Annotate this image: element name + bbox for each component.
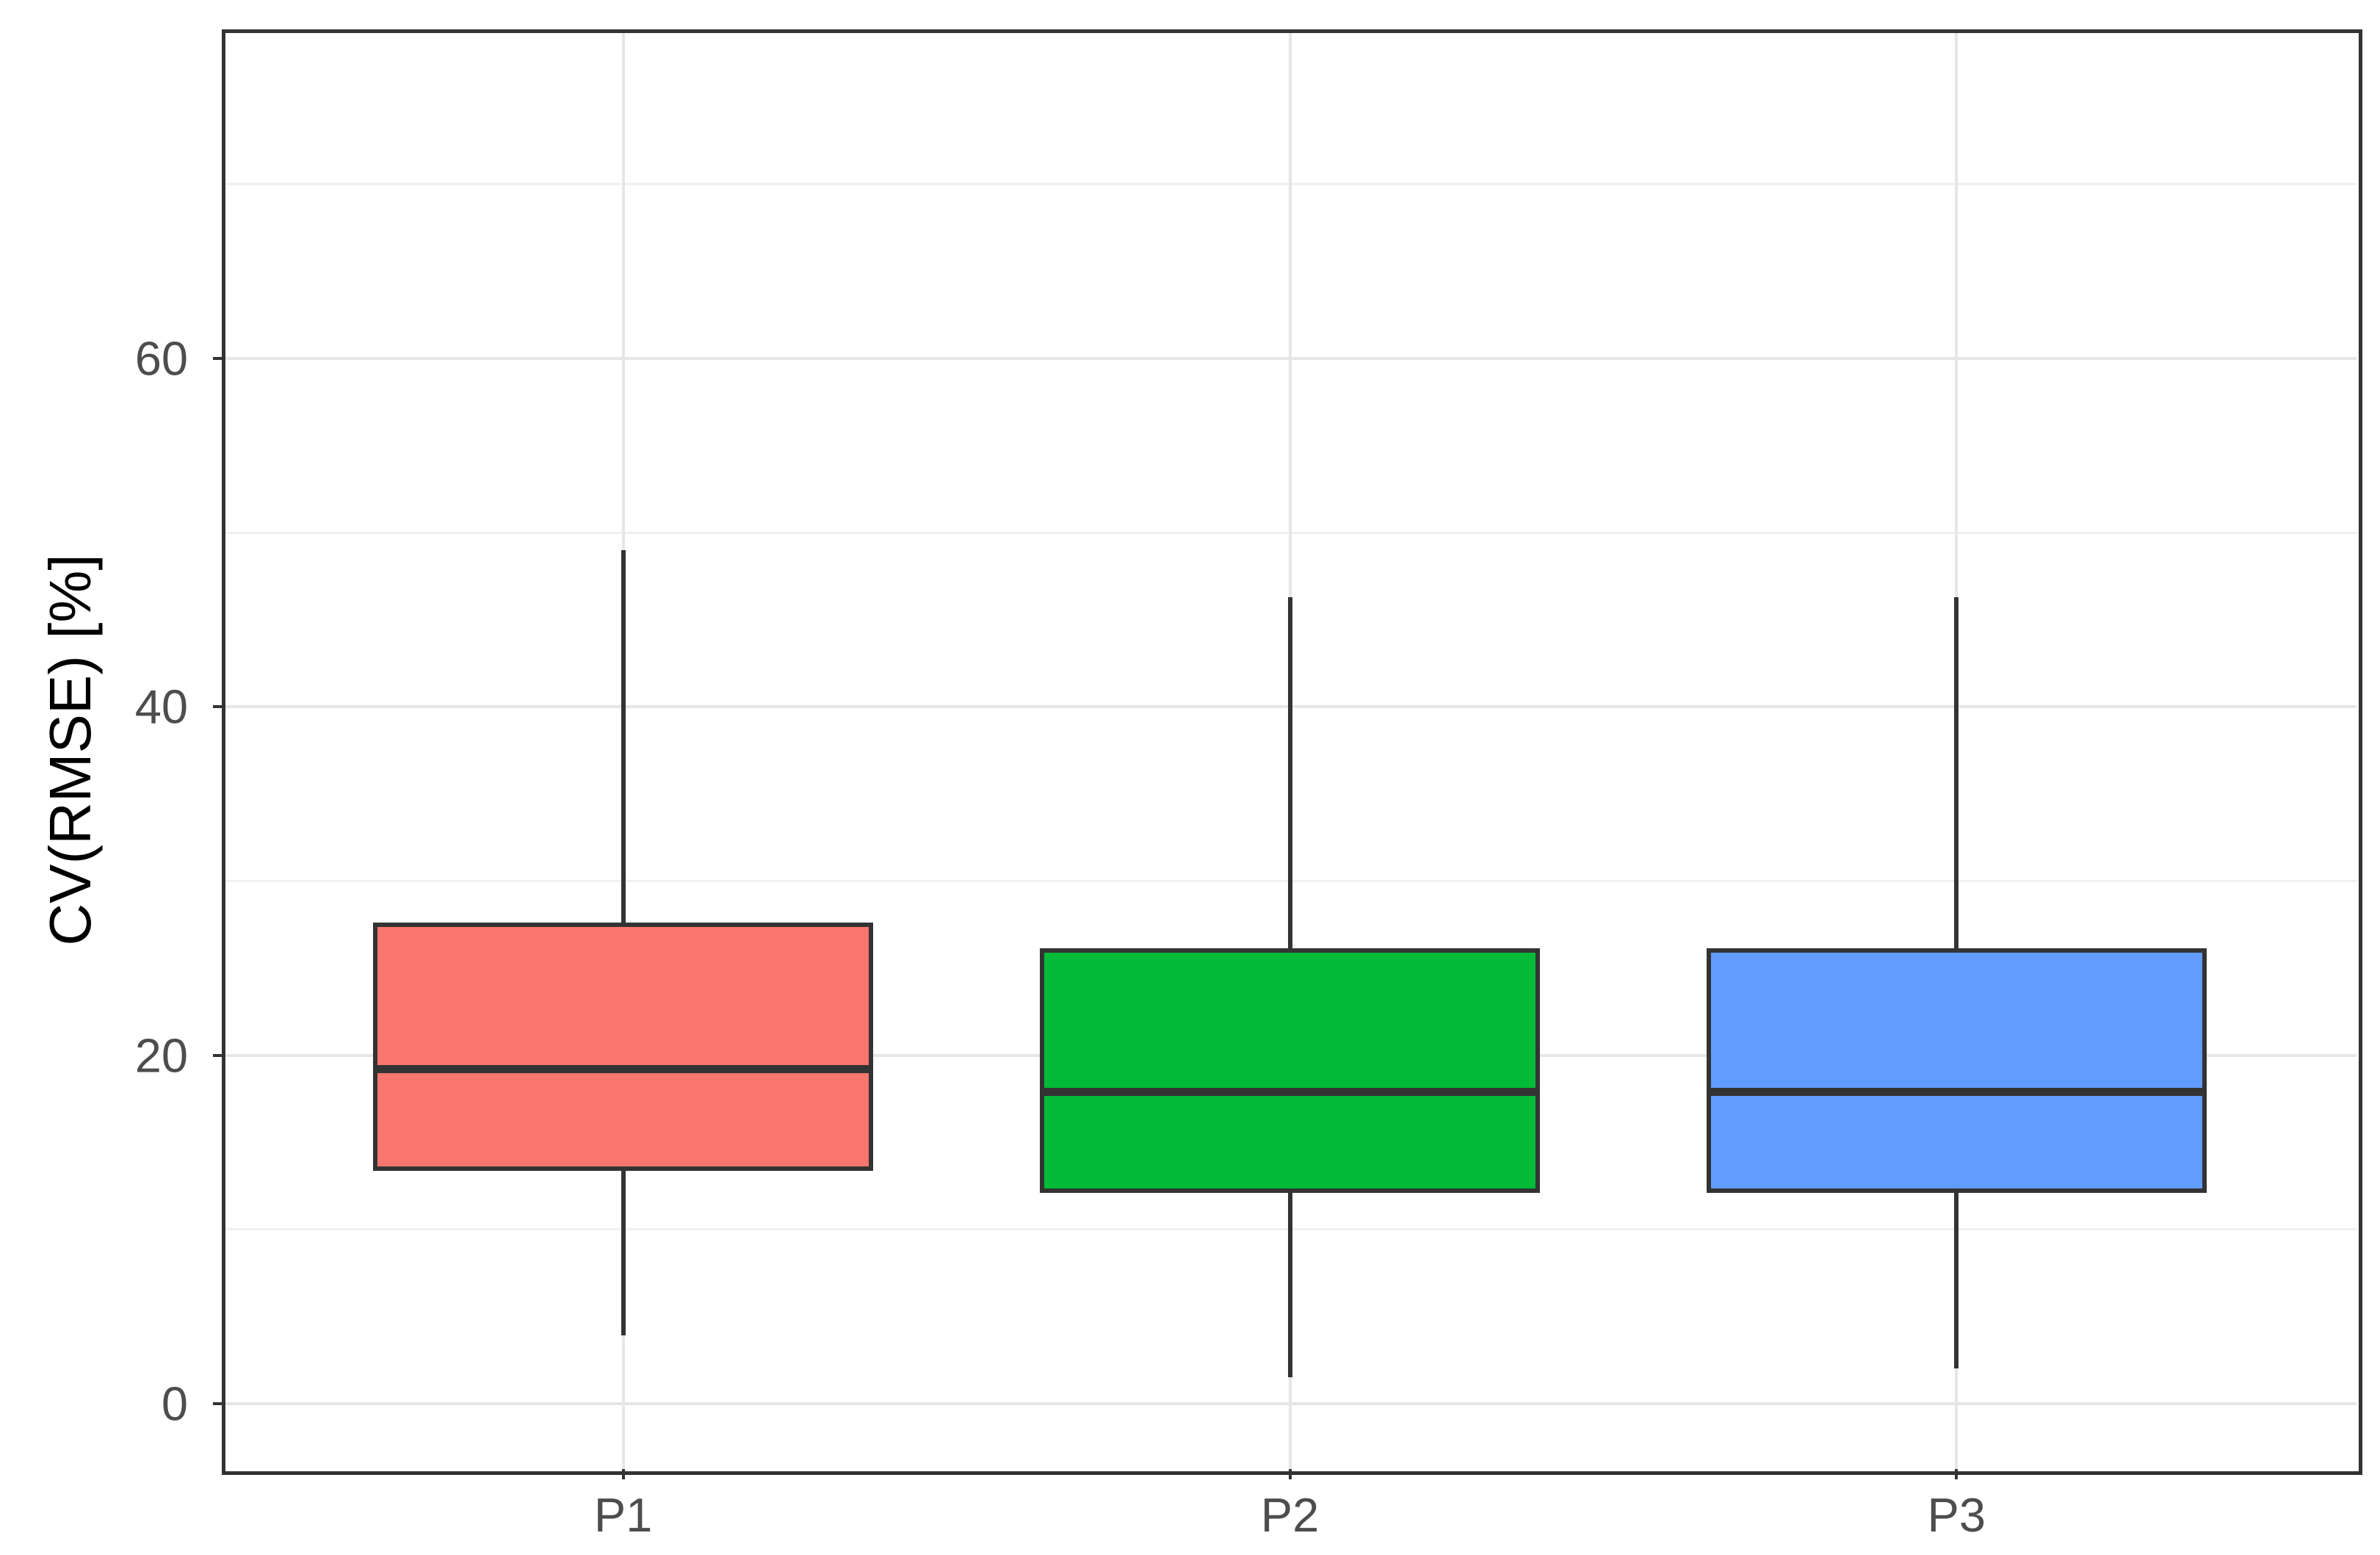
- y-tick-label: 0: [161, 1377, 188, 1431]
- y-axis-title-text: CV(RMSE) [%]: [37, 554, 103, 946]
- y-tick-label: 60: [134, 331, 188, 386]
- median-line: [373, 1064, 874, 1073]
- upper-whisker: [1954, 596, 1959, 951]
- x-tick-label: P3: [1927, 1488, 1986, 1542]
- y-tick-label: 40: [134, 679, 188, 734]
- x-tick-mark: [621, 1469, 625, 1479]
- iqr-box: [1706, 948, 2207, 1194]
- y-tick-mark: [213, 1401, 223, 1405]
- lower-whisker: [1954, 1191, 1959, 1369]
- x-tick-mark: [1288, 1469, 1292, 1479]
- x-tick-mark: [1955, 1469, 1958, 1479]
- median-line: [1706, 1087, 2207, 1096]
- upper-whisker: [1287, 596, 1292, 951]
- y-axis-title: CV(RMSE) [%]: [37, 554, 103, 945]
- y-tick-mark: [213, 1053, 223, 1057]
- y-tick-mark: [213, 705, 223, 709]
- lower-whisker: [1287, 1191, 1292, 1378]
- median-line: [1040, 1087, 1540, 1096]
- iqr-box: [373, 922, 874, 1171]
- y-tick-mark: [213, 356, 223, 360]
- lower-whisker: [621, 1168, 626, 1336]
- iqr-box: [1040, 948, 1540, 1194]
- upper-whisker: [621, 549, 626, 925]
- x-tick-label: P1: [593, 1488, 653, 1542]
- x-tick-label: P2: [1260, 1488, 1320, 1542]
- plot-panel: [223, 31, 2357, 1469]
- y-tick-label: 20: [134, 1028, 188, 1082]
